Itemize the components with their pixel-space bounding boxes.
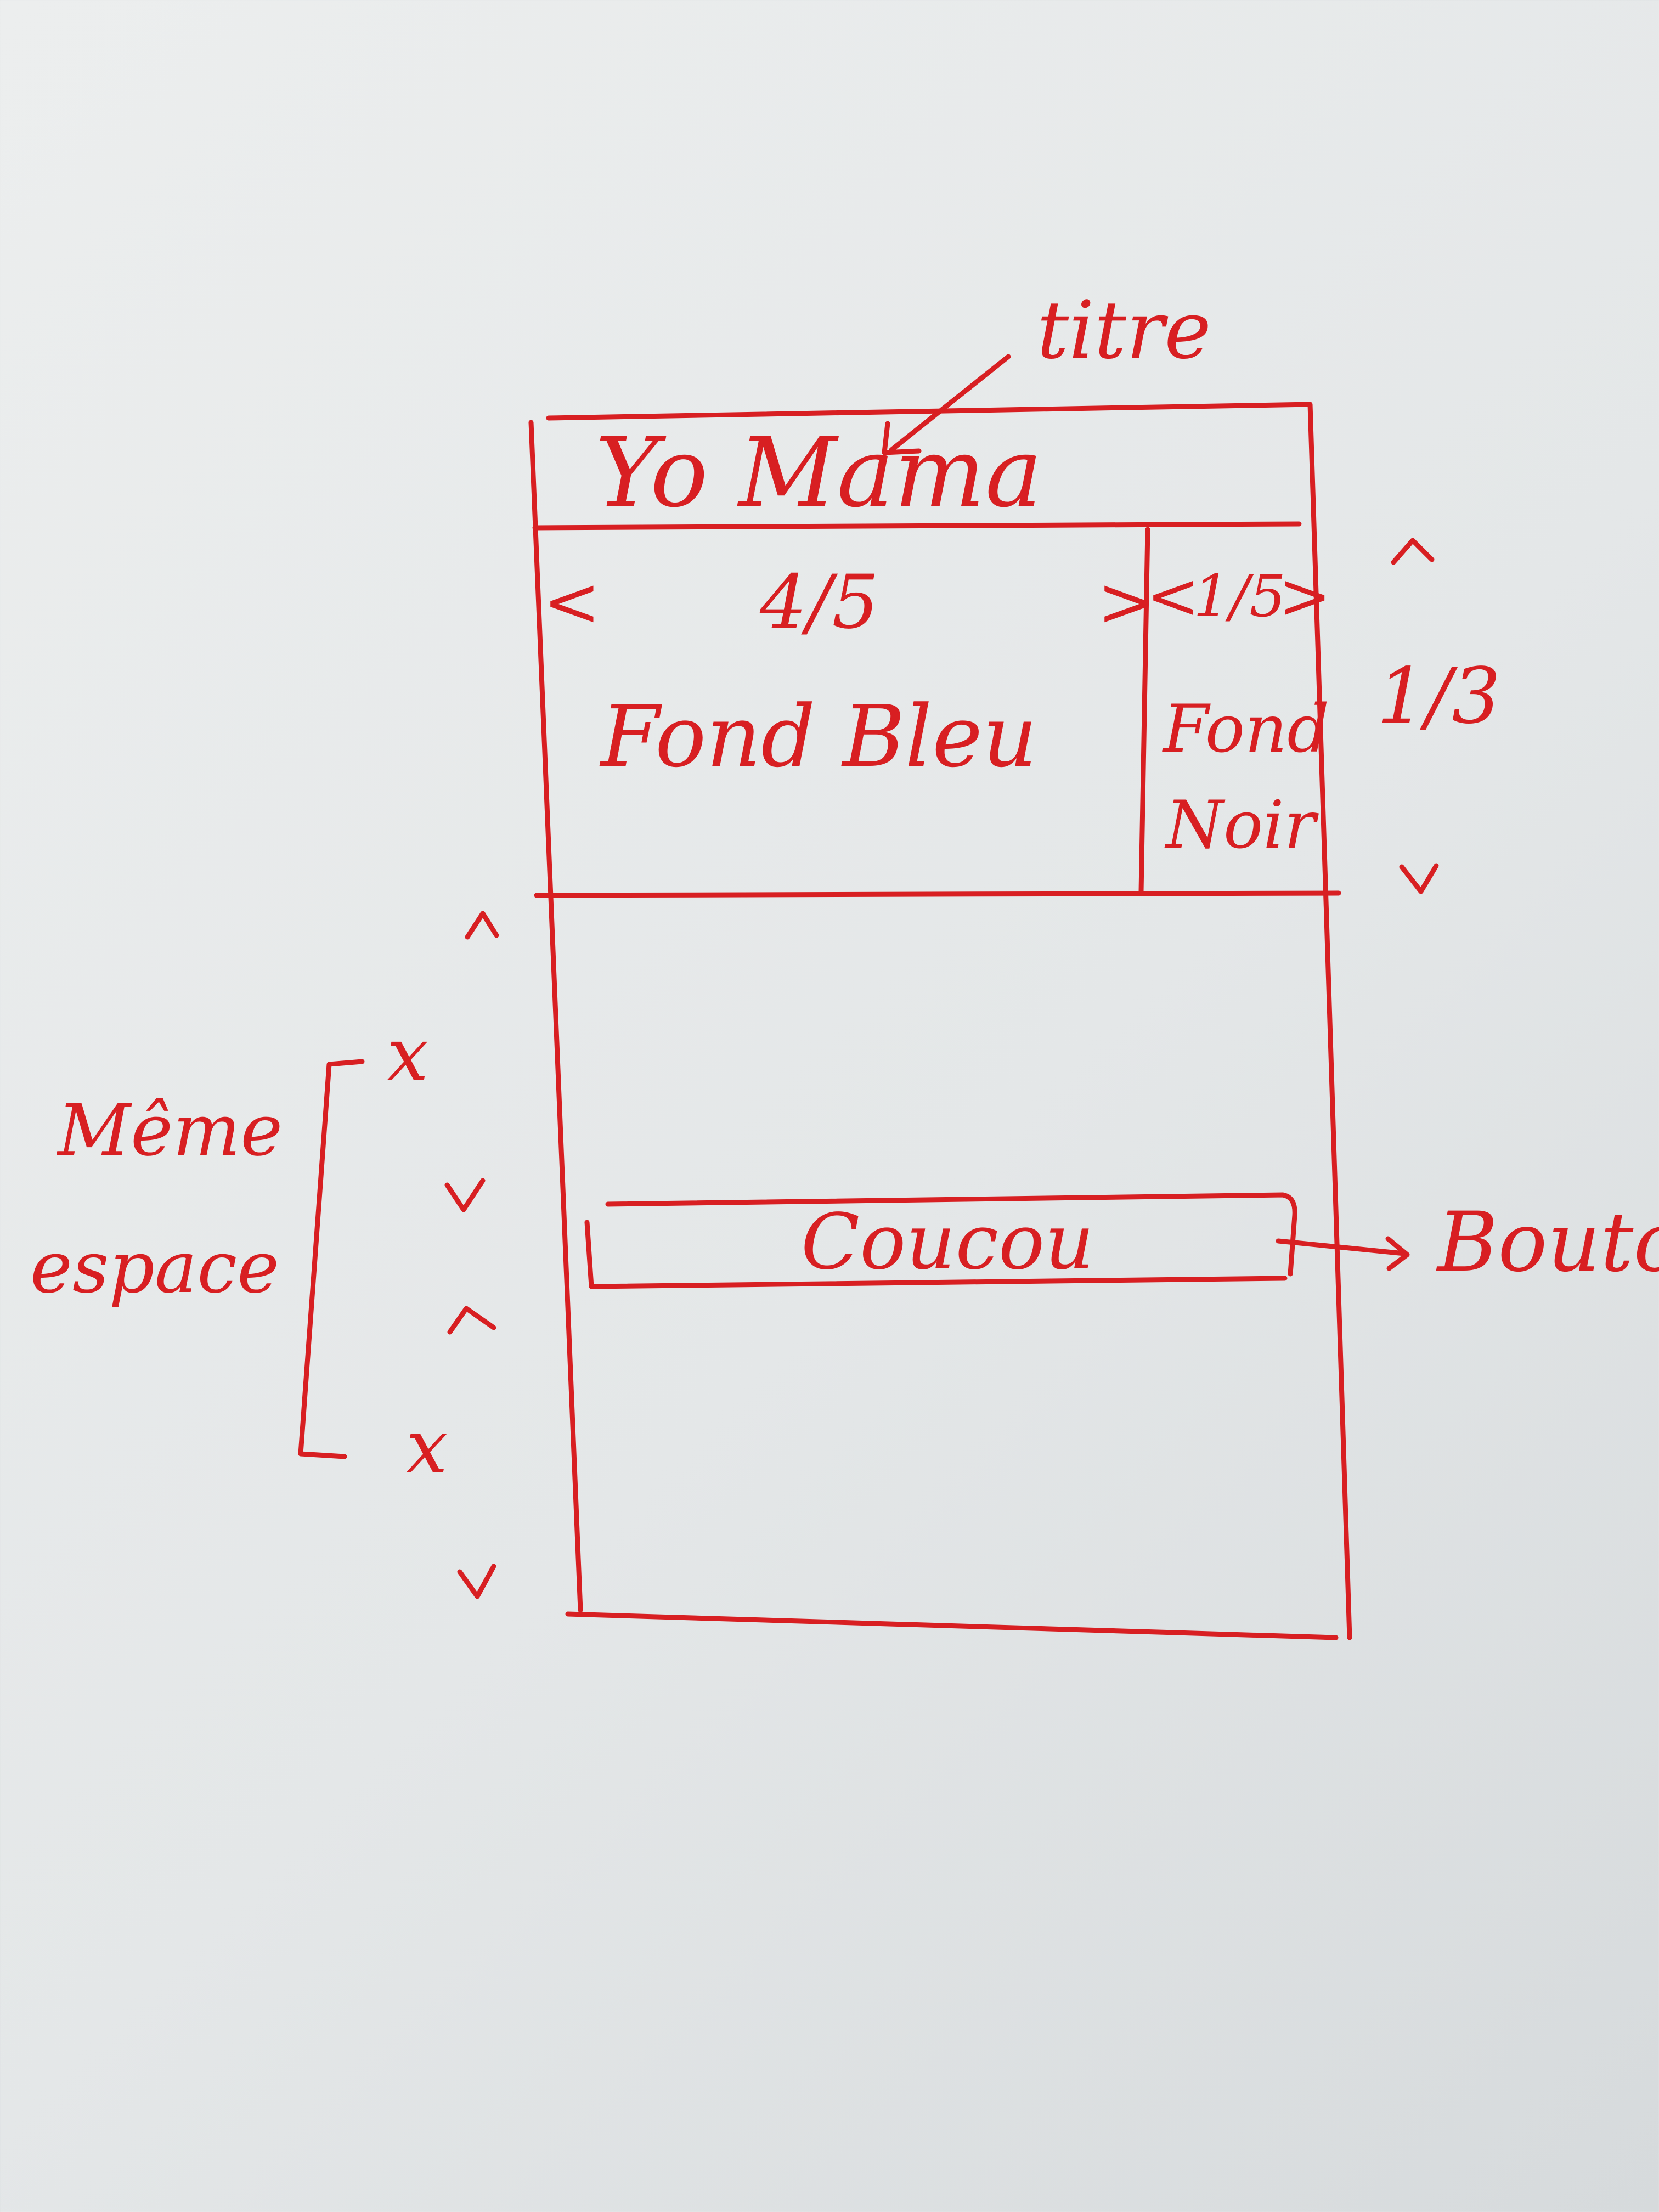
title-note: titre [1037,284,1212,377]
button-note: Bouton [1437,1195,1659,1290]
carousel-main-counter: 4/5 [760,559,879,645]
same-space-bracket [298,1059,365,1459]
app-title: Yo Mama [595,417,1043,529]
space-top-down-caret [444,1178,486,1212]
ratio-down-caret [1399,863,1439,894]
carousel-side-prev-button: < [1147,560,1200,633]
carousel-side-counter: 1/5 [1193,563,1286,630]
title-bar-divider [532,521,1302,531]
button-label: Coucou [801,1198,1094,1287]
button-arrow [1276,1236,1410,1271]
same-space-note-line1: Même [58,1088,283,1172]
carousel-bottom-divider [534,890,1341,898]
phone-frame [528,402,1352,1640]
space-bottom-up-caret [447,1306,496,1335]
space-top-up-caret [465,911,499,940]
carousel-main-label: Fond Bleu [601,687,1037,786]
carousel-side-label-line1: Fond [1163,691,1330,768]
button-outline [584,1192,1297,1289]
carousel-main-next-button: > [1097,562,1155,642]
ratio-up-caret [1391,538,1435,565]
carousel-side-label-line2: Noir [1166,787,1316,864]
title-arrow [882,354,1011,455]
same-space-note-line2: espace [30,1226,280,1309]
spacing-var-bottom: x [406,1404,448,1490]
height-ratio-note: 1/3 [1377,652,1501,741]
carousel-main-prev-button: < [543,562,601,642]
space-bottom-down-caret [457,1564,496,1599]
carousel-split-divider [1138,527,1150,894]
carousel-side-next-button: > [1278,560,1331,633]
spacing-var-top: x [387,1012,429,1098]
